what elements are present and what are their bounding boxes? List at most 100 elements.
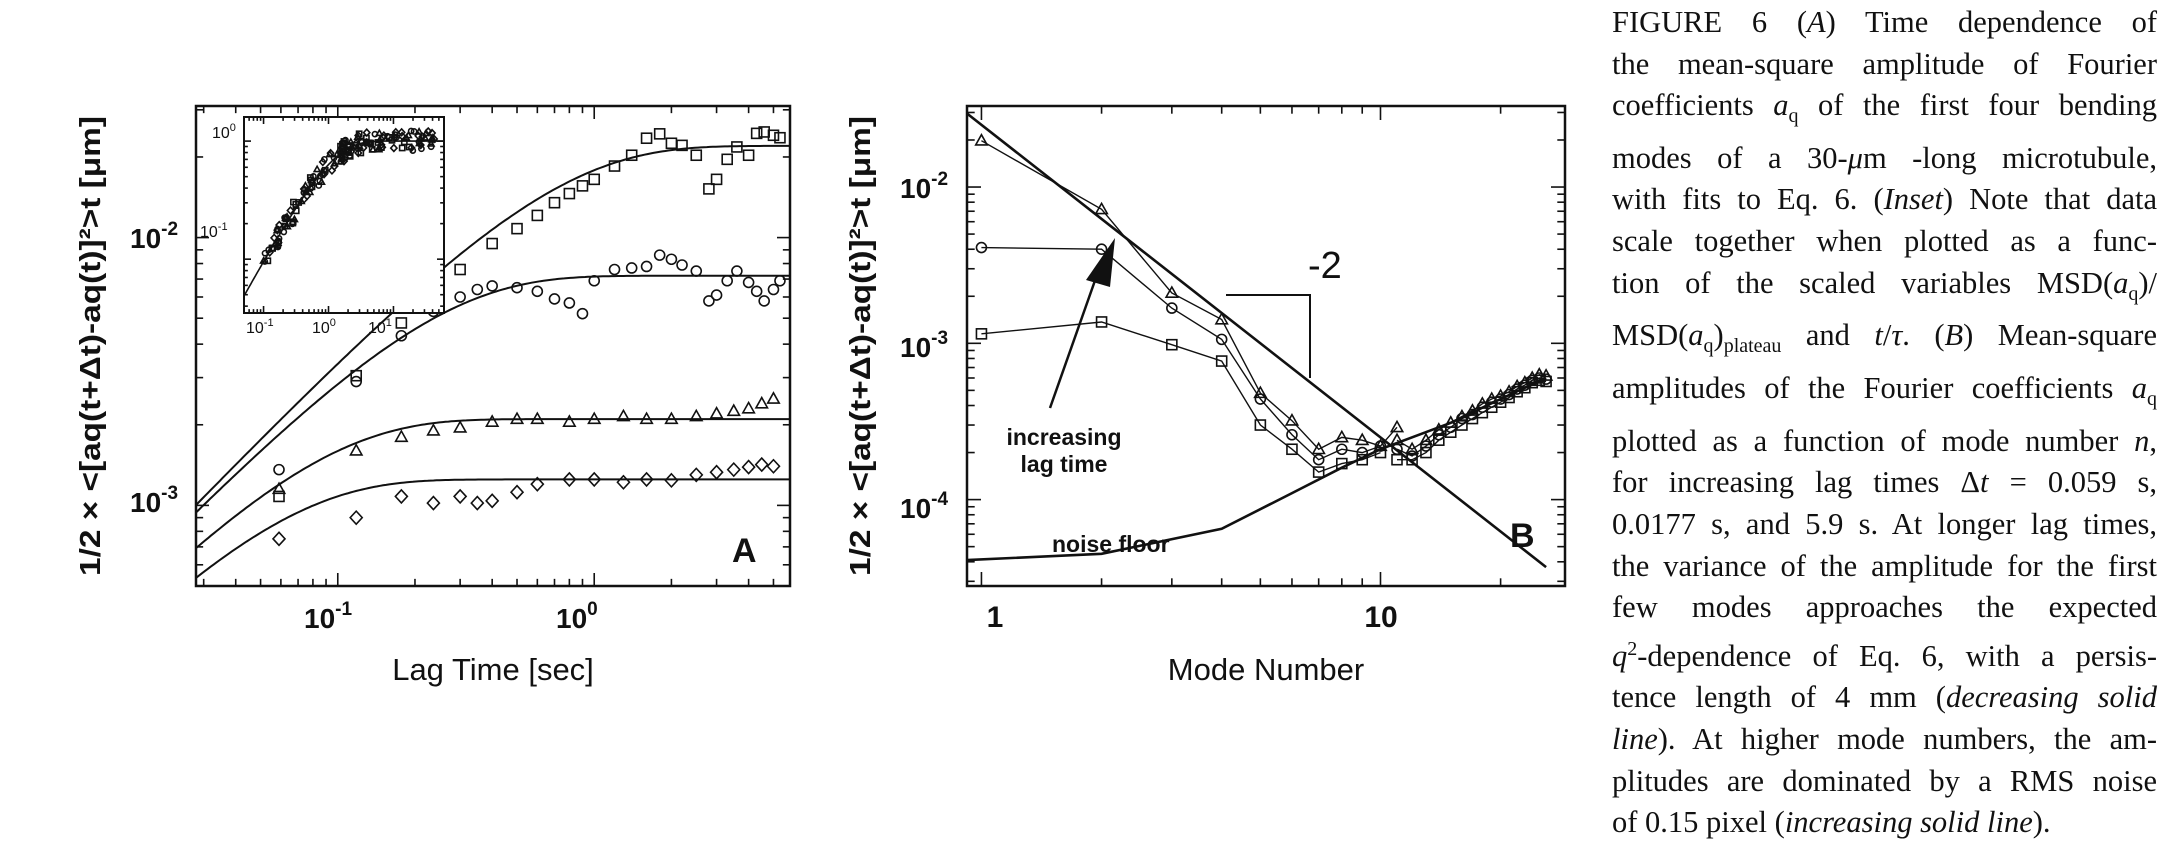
panel-b-x-tick-0: 1 xyxy=(987,601,1004,634)
inset-x-tick-2: 1 xyxy=(386,317,392,329)
panel-a-point-square xyxy=(750,127,763,140)
panel-b-point-square xyxy=(1254,419,1267,431)
panel-b-point-triangle xyxy=(1418,432,1434,446)
inset-point xyxy=(302,191,312,201)
panel-a-point-circle xyxy=(750,285,763,298)
caption-segment: A xyxy=(1806,5,1826,39)
caption-segment: plotted as a function of mode number xyxy=(1612,423,2135,458)
panel-a-point-circle xyxy=(767,283,780,296)
caption-segment: and xyxy=(1781,318,1875,353)
caption-line: tence length of 4 mm (decreasing solid xyxy=(1612,677,2157,719)
inset-point xyxy=(308,178,316,186)
panel-a-point-circle xyxy=(454,291,466,303)
panel-a-point-circle xyxy=(676,259,688,271)
inset-y-tick-label-1: 10-1 xyxy=(200,221,228,241)
inset-point xyxy=(405,143,413,151)
panel-b-data-series xyxy=(974,133,1554,478)
caption-segment: the variance of the amplitude for the fi… xyxy=(1612,548,2157,583)
caption-segment: a xyxy=(2131,371,2147,406)
panel-b-point-square xyxy=(1312,466,1325,478)
panel-b-point-circle xyxy=(1215,333,1228,346)
caption-segment: tence length of 4 mm ( xyxy=(1612,680,1946,715)
caption-segment: line xyxy=(1612,722,1658,757)
panel-a-point-square xyxy=(731,141,743,153)
panel-a-point-square xyxy=(640,132,653,145)
panel-a-point-square xyxy=(486,237,498,250)
panel-b-point-circle xyxy=(975,241,988,254)
panel-a-point-diamond xyxy=(394,488,409,505)
inset-point xyxy=(275,235,283,242)
inset-point xyxy=(292,207,300,215)
caption-segment: τ xyxy=(1891,318,1903,353)
inset-point xyxy=(378,142,387,152)
panel-a-point-circle xyxy=(531,285,544,298)
panel-b-point-triangle xyxy=(1311,441,1326,455)
panel-a-point-square xyxy=(273,490,285,503)
panel-b-series-line-circle xyxy=(981,246,1381,461)
inset-point xyxy=(275,239,283,246)
panel-b-point-triangle xyxy=(1334,429,1349,443)
panel-a-point-diamond xyxy=(271,531,287,547)
inset-point xyxy=(337,157,345,165)
panel-a-point-triangle xyxy=(726,403,741,417)
panel-b-point-circle xyxy=(1254,393,1267,405)
decreasing-fit-line xyxy=(967,112,1547,569)
slope-label: -2 xyxy=(1308,245,1342,287)
panel-b-y-tick-label-0: 10-2 xyxy=(900,169,948,204)
caption-segment: t xyxy=(1874,318,1883,353)
caption-segment: plitudes are dominated by a RMS noise xyxy=(1612,763,2157,798)
panel-b-point-circle xyxy=(1312,453,1325,466)
panel-a-point-circle xyxy=(471,283,484,296)
caption-segment: q xyxy=(2147,388,2157,411)
panel-a-fit-circle xyxy=(196,274,790,514)
panel-b-ticks xyxy=(967,106,1565,586)
panel-a-point-circle xyxy=(548,293,561,305)
caption-segment: m -long microtubule, xyxy=(1862,140,2157,175)
caption-segment: amplitudes of the Fourier coefficients xyxy=(1612,371,2132,406)
inset-data xyxy=(244,126,444,297)
inset-y-tick-0: 0 xyxy=(230,122,236,134)
inset-point xyxy=(351,138,361,148)
caption-segment: = 0.059 s, xyxy=(1988,465,2157,500)
caption-line: q2-dependence of Eq. 6, with a persis- xyxy=(1612,629,2157,678)
panel-a: 100 10-1 10-1 100 101 A 10-2 10-3 10-1 1… xyxy=(75,104,792,687)
caption-line: line). At higher mode numbers, the am- xyxy=(1612,719,2157,761)
arrow-label-line-1: increasing xyxy=(1006,424,1121,450)
panel-a-point-diamond xyxy=(616,474,631,490)
panel-a-point-square xyxy=(665,137,678,150)
panel-b-point-square xyxy=(1391,453,1403,466)
panel-a-point-triangle xyxy=(587,411,602,425)
caption-segment: -dependence of Eq. 6, with a persis- xyxy=(1637,638,2157,673)
inset-ticks xyxy=(243,117,445,313)
panel-b-y-tick-0: -2 xyxy=(931,169,948,190)
inset-point xyxy=(355,130,363,138)
panel-a-point-square xyxy=(608,160,621,172)
panel-a-point-diamond xyxy=(709,464,724,480)
panel-b-x-axis-label: Mode Number xyxy=(1168,652,1364,687)
inset-point xyxy=(389,143,399,153)
inset-point xyxy=(368,145,376,153)
panel-b-point-square xyxy=(1456,419,1468,431)
panel-a-point-square xyxy=(531,209,544,222)
caption-line: coefficients aq of the first four bendin… xyxy=(1612,85,2157,138)
panel-a-point-triangle xyxy=(639,411,654,425)
panel-a-point-diamond xyxy=(453,488,468,505)
inset-point xyxy=(272,225,282,234)
inset-point xyxy=(347,142,356,150)
panel-a-point-diamond xyxy=(349,509,364,526)
panel-b-point-square xyxy=(1444,426,1457,438)
panel-a-point-square xyxy=(625,149,638,162)
slope-triangle xyxy=(1226,294,1311,378)
caption-line: plitudes are dominated by a RMS noise xyxy=(1612,761,2157,803)
panel-a-point-square xyxy=(511,222,523,235)
caption-segment: the mean-square amplitude of Fourier xyxy=(1612,46,2157,81)
inset-y-tick-label-0: 100 xyxy=(212,122,236,142)
panel-a-point-diamond xyxy=(562,471,577,488)
inset-point xyxy=(427,128,437,138)
panel-a-point-triangle xyxy=(485,414,500,427)
panel-a-point-square xyxy=(350,369,363,382)
panel-a-letter: A xyxy=(732,532,757,570)
panel-b-point-square xyxy=(1336,457,1348,470)
panel-a-point-square xyxy=(548,196,561,209)
inset-point xyxy=(397,127,406,137)
